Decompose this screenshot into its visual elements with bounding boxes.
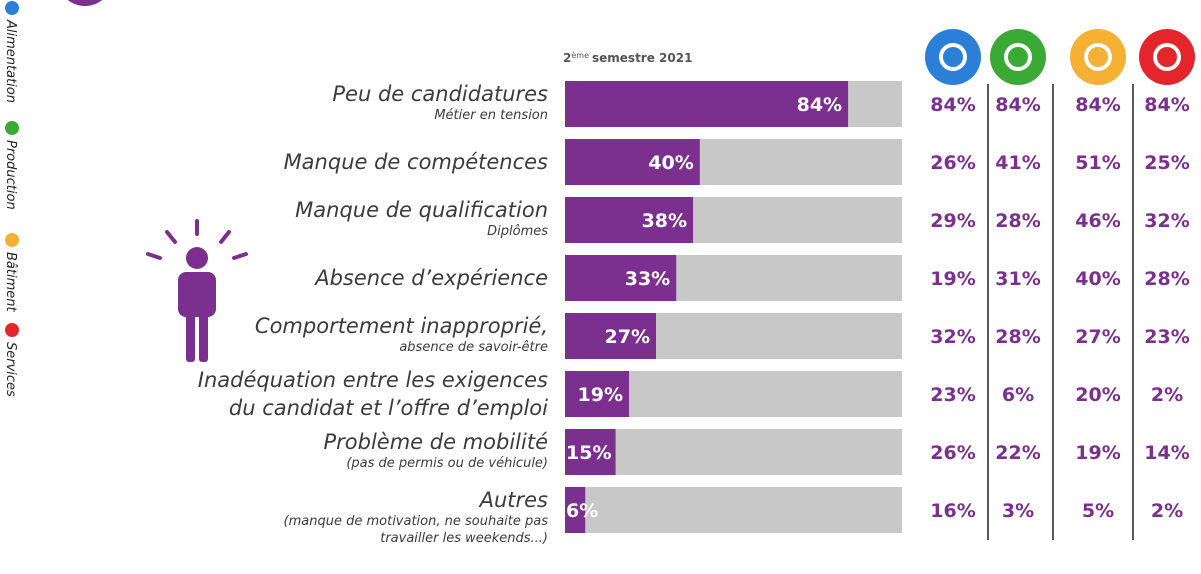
sector-value: 6%: [1002, 384, 1034, 406]
category-label: Absence d’expérience: [168, 265, 548, 291]
sector-value: 31%: [995, 268, 1040, 290]
bar-track: [565, 487, 902, 533]
sector-value: 19%: [930, 268, 975, 290]
sector-icon: [1139, 29, 1195, 85]
sector-icon: [990, 29, 1046, 85]
category-label: Peu de candidatures Métier en tension: [168, 81, 548, 124]
sector-value: 14%: [1144, 442, 1189, 464]
category-note: (manque de motivation, ne souhaite pas t…: [283, 514, 548, 546]
sector-value: 22%: [995, 442, 1040, 464]
bar-value-label: 38%: [642, 210, 687, 232]
bar: [565, 487, 586, 533]
category-label: Inadéquation entre les exigences du cand…: [168, 366, 548, 422]
bar-value-label: 33%: [625, 268, 670, 290]
sector-icon-circle: [990, 29, 1046, 85]
category-name: Absence d’expérience: [315, 266, 548, 290]
bar: [565, 197, 694, 243]
category-note: absence de savoir-être: [399, 340, 548, 355]
sector-icon-glyph: [939, 43, 967, 71]
person-icon: [146, 219, 248, 362]
sector-icon-circle: [1139, 29, 1195, 85]
bar-value-label: 15%: [566, 442, 611, 464]
legend-swatch: [5, 323, 19, 337]
category-note: Métier en tension: [434, 108, 548, 123]
sector-value: 28%: [995, 326, 1040, 348]
bar: [565, 429, 616, 475]
category-name: Manque de compétences: [283, 150, 548, 174]
category-name: Inadéquation entre les exigences du cand…: [197, 368, 548, 420]
sector-value: 25%: [1144, 152, 1189, 174]
sector-value: 19%: [1075, 442, 1120, 464]
bar-value-label: 84%: [797, 94, 842, 116]
sector-value: 32%: [930, 326, 975, 348]
sector-value: 28%: [1144, 268, 1189, 290]
legend-swatch: [5, 1, 19, 15]
category-label: Problème de mobilité (pas de permis ou de…: [168, 429, 549, 472]
bar-track: [565, 429, 902, 475]
sector-value: 29%: [930, 210, 975, 232]
period-rest: semestre 2021: [592, 51, 692, 65]
sector-value: 23%: [930, 384, 975, 406]
sector-value: 2%: [1151, 384, 1183, 406]
sector-value: 84%: [1144, 94, 1189, 116]
sector-value: 40%: [1075, 268, 1120, 290]
bar-value-label: 40%: [648, 152, 693, 174]
category-name: Peu de candidatures: [332, 82, 548, 106]
bar: [565, 313, 656, 359]
category-label: Manque de compétences: [168, 149, 548, 175]
bar: [565, 139, 700, 185]
sector-value: 26%: [930, 442, 975, 464]
sector-value: 84%: [995, 94, 1040, 116]
category-name: Manque de qualification: [295, 198, 548, 222]
category-label: Autres (manque de motivation, ne souhaite…: [168, 487, 548, 547]
sector-value: 84%: [1075, 94, 1120, 116]
category-label: Comportement inapproprié, absence de savo…: [168, 313, 548, 356]
sector-icon-glyph: [1153, 43, 1181, 71]
legend-label: Production: [3, 140, 18, 210]
period-suffix: ème: [571, 50, 589, 60]
category-label: Manque de qualification Diplômes: [168, 197, 548, 240]
category-name: Problème de mobilité: [323, 430, 549, 454]
sector-value: 51%: [1075, 152, 1120, 174]
legend-label: Services: [3, 342, 18, 397]
sector-value: 3%: [1002, 500, 1034, 522]
category-note: Diplômes: [487, 224, 548, 239]
sector-value: 26%: [930, 152, 975, 174]
period-number: 2: [563, 51, 571, 65]
bar-value-label: 19%: [578, 384, 623, 406]
category-name: Autres: [479, 488, 548, 512]
sector-icon: [925, 29, 981, 85]
sector-value: 46%: [1075, 210, 1120, 232]
sector-value: 5%: [1082, 500, 1114, 522]
bar-value-label: 27%: [605, 326, 650, 348]
sector-value: 20%: [1075, 384, 1120, 406]
bar-value-label: 6%: [566, 500, 598, 522]
category-name: Comportement inapproprié,: [254, 314, 548, 338]
legend-swatch: [5, 233, 19, 247]
bar: [565, 81, 849, 127]
sector-icon-glyph: [1004, 43, 1032, 71]
legend-label: Alimentation: [3, 19, 18, 103]
sector-icon-glyph: [1084, 43, 1112, 71]
sector-icon: [1070, 29, 1126, 85]
period: 2ème semestre 2021: [563, 50, 692, 65]
legend-label: Bâtiment: [3, 252, 18, 312]
sector-value: 28%: [995, 210, 1040, 232]
bar: [565, 255, 677, 301]
sector-value: 27%: [1075, 326, 1120, 348]
sector-value: 84%: [930, 94, 975, 116]
decor-circle: [67, 0, 103, 6]
sector-value: 23%: [1144, 326, 1189, 348]
sector-icon-circle: [1070, 29, 1126, 85]
bar: [565, 371, 630, 417]
sector-value: 16%: [930, 500, 975, 522]
sector-value: 2%: [1151, 500, 1183, 522]
sector-value: 41%: [995, 152, 1040, 174]
sector-value: 32%: [1144, 210, 1189, 232]
legend-swatch: [5, 121, 19, 135]
sector-icon-circle: [925, 29, 981, 85]
category-note: (pas de permis ou de véhicule): [346, 456, 548, 471]
